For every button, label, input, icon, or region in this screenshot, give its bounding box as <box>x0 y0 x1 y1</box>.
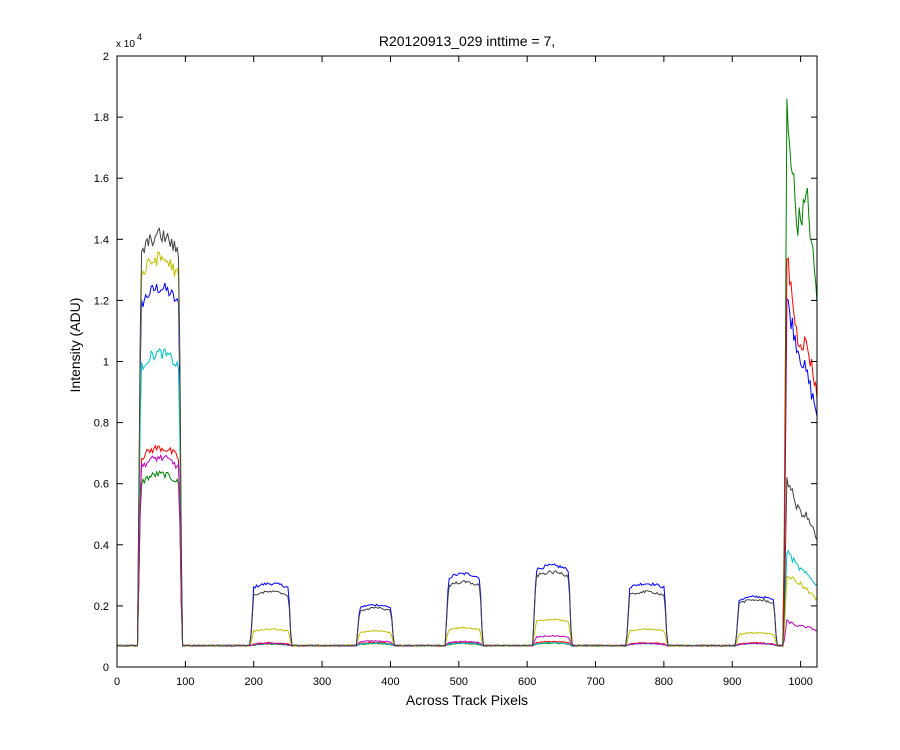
x-tick-label: 900 <box>723 676 741 688</box>
y-exponent-power: 4 <box>137 32 142 42</box>
y-tick-label: 0.6 <box>94 479 109 491</box>
series-line-2 <box>116 98 818 647</box>
x-tick-label: 800 <box>655 676 673 688</box>
x-tick-label: 400 <box>381 676 399 688</box>
x-axis-label: Across Track Pixels <box>406 692 528 708</box>
x-tick-label: 1000 <box>788 676 812 688</box>
chart-title: R20120913_029 inttime = 7, <box>379 33 555 49</box>
series-line-4 <box>116 347 818 647</box>
y-exponent-base: x 10 <box>116 39 135 50</box>
x-tick-label: 200 <box>245 676 263 688</box>
series-line-3 <box>116 257 818 647</box>
y-tick-label: 0.8 <box>94 418 109 430</box>
x-tick-label: 600 <box>518 676 536 688</box>
y-tick-label: 1.8 <box>94 112 109 124</box>
y-tick-label: 1.6 <box>94 173 109 185</box>
x-tick-label: 300 <box>313 676 331 688</box>
series-line-1 <box>116 282 818 647</box>
series-line-5 <box>116 453 818 647</box>
x-tick-label: 100 <box>176 676 194 688</box>
y-tick-label: 1 <box>103 357 109 369</box>
plot-area-frame <box>116 55 818 668</box>
y-tick-label: 1.4 <box>94 234 109 246</box>
y-tick-label: 0.4 <box>94 540 109 552</box>
series-line-7 <box>116 227 818 647</box>
series-line-6 <box>116 251 818 647</box>
x-tick-label: 500 <box>450 676 468 688</box>
y-tick-label: 0.2 <box>94 601 109 613</box>
y-tick-label: 0 <box>103 662 109 674</box>
x-tick-label: 0 <box>114 676 120 688</box>
y-tick-label: 2 <box>103 51 109 63</box>
y-axis-label: Intensity (ADU) <box>67 298 83 393</box>
ticks-layer: 0 100 200 300 400 500 600 700 800 900 1000 0 0.2 0.4 0… <box>94 51 817 688</box>
x-tick-label: 700 <box>586 676 604 688</box>
series-layer <box>116 98 818 647</box>
y-tick-label: 1.2 <box>94 295 109 307</box>
